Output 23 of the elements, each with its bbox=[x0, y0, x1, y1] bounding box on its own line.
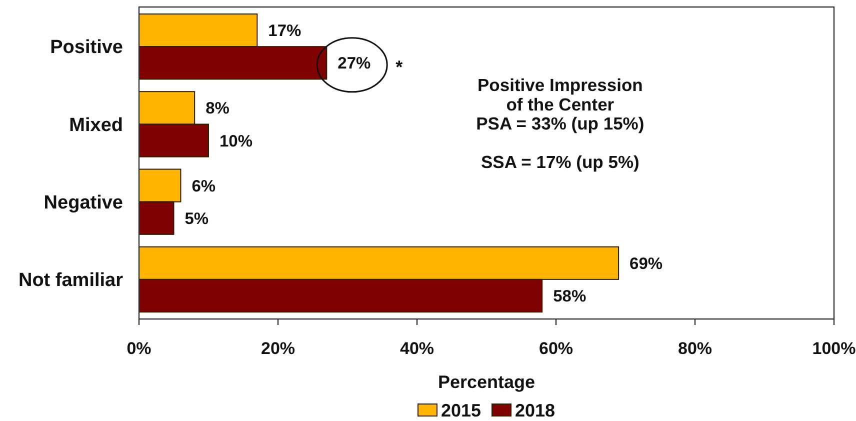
data-label: 27% bbox=[338, 54, 372, 73]
data-label: 5% bbox=[184, 210, 209, 228]
data-label: 10% bbox=[220, 132, 253, 150]
x-tick-label: 80% bbox=[678, 339, 712, 358]
y-tick-label: Negative bbox=[44, 192, 123, 214]
data-label: 58% bbox=[553, 287, 586, 306]
data-label: 69% bbox=[630, 254, 663, 273]
annotation: * bbox=[396, 56, 403, 77]
x-axis-title: Percentage bbox=[438, 372, 536, 392]
x-tick-label: 60% bbox=[538, 339, 574, 358]
y-tick-label: Mixed bbox=[69, 114, 123, 136]
x-tick-label: 20% bbox=[260, 339, 296, 358]
x-tick-label: 0% bbox=[126, 339, 152, 358]
data-label: 6% bbox=[192, 177, 216, 196]
data-label: 8% bbox=[206, 100, 230, 118]
legend-label: 2018 bbox=[515, 400, 556, 420]
x-tick-label: 100% bbox=[812, 339, 856, 358]
legend-label: 2015 bbox=[440, 400, 482, 420]
data-label: 17% bbox=[268, 22, 302, 40]
y-tick-label: Not familiar bbox=[18, 270, 124, 292]
y-tick-label: Positive bbox=[50, 37, 123, 58]
annotation: Positive Impression of the Center PSA = 33% (up 15%) SSA = 17% (up 5%) bbox=[476, 75, 644, 172]
x-tick-label: 40% bbox=[400, 339, 434, 358]
